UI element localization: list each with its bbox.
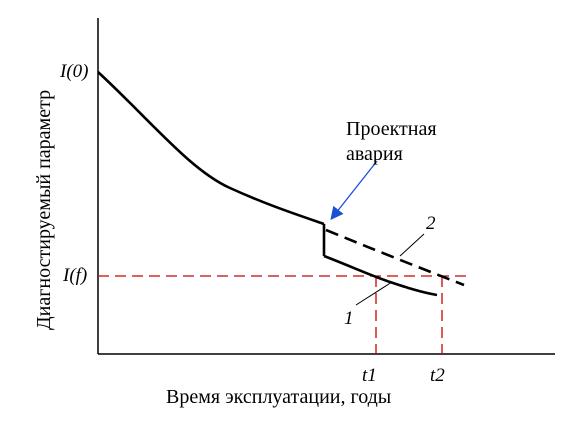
- x-axis-label: Время эксплуатации, годы: [166, 386, 391, 408]
- y-tick-failure: I(f): [62, 265, 87, 286]
- annotation-line-2: авария: [346, 143, 403, 165]
- curve-1-leader: [355, 281, 393, 306]
- curve-1-label: 1: [344, 308, 354, 329]
- annotation-line-1: Проектная: [346, 118, 437, 140]
- x-tick-t1: t1: [362, 365, 377, 386]
- curve-2-label: 2: [426, 213, 436, 234]
- curve-2: [325, 228, 465, 287]
- y-axis-label: Диагностируемый параметр: [33, 90, 55, 330]
- y-tick-initial: I(0): [59, 61, 88, 82]
- accident-arrow: [330, 160, 378, 221]
- curve-1: [323, 254, 438, 297]
- curve-2-leader: [399, 233, 425, 257]
- x-tick-t2: t2: [430, 365, 445, 386]
- degradation-curve-main: [97, 71, 325, 226]
